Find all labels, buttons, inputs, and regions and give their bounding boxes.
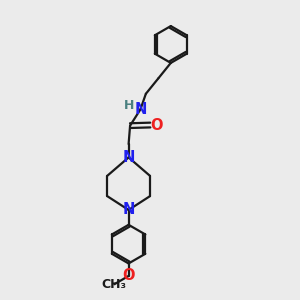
Text: N: N bbox=[122, 202, 135, 217]
Text: N: N bbox=[122, 150, 135, 165]
Text: CH₃: CH₃ bbox=[102, 278, 127, 291]
Text: O: O bbox=[150, 118, 163, 133]
Text: O: O bbox=[122, 268, 135, 284]
Text: H: H bbox=[124, 99, 134, 112]
Text: N: N bbox=[134, 102, 147, 117]
